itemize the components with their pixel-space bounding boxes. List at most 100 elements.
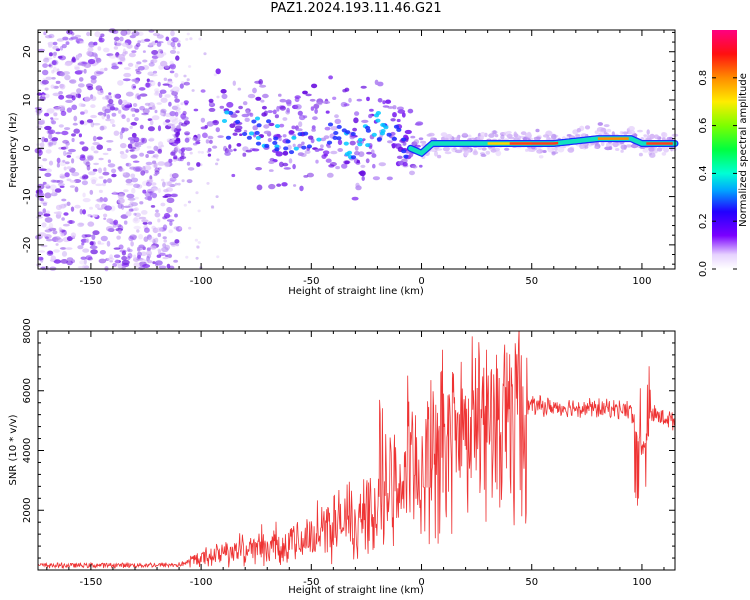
spectrogram-cell — [177, 110, 181, 114]
spectrogram-cell — [48, 142, 53, 147]
spectrogram-cell — [66, 257, 74, 262]
spectrogram-cell — [255, 141, 262, 146]
spectrogram-cell — [206, 182, 210, 185]
spectrogram-cell — [101, 113, 105, 120]
spectrogram-cell — [354, 145, 359, 151]
spectrogram-cell — [44, 183, 50, 187]
spectrogram-cell — [396, 118, 401, 123]
spectrogram-cell — [148, 179, 153, 184]
spectrogram-cell — [177, 182, 181, 186]
spectrogram-cell — [166, 219, 175, 222]
spectrogram-cell — [275, 151, 283, 157]
spectrogram-cell — [625, 144, 633, 148]
spectrogram-cell — [611, 131, 615, 137]
spectrogram-cell — [365, 128, 371, 133]
spectrogram-cell — [66, 236, 73, 242]
spectrogram-cell — [60, 72, 65, 77]
spectrogram-cell — [76, 88, 82, 94]
spectrogram-cell — [90, 78, 97, 84]
spectrogram-cell — [325, 158, 332, 163]
spectrogram-cell — [220, 89, 227, 94]
spectrogram-cell — [142, 165, 146, 172]
spectrogram-cell — [239, 133, 243, 136]
spectrogram-cell — [158, 92, 163, 99]
spectrogram-cell — [646, 129, 650, 135]
spectrogram-cell — [122, 78, 131, 82]
spectrogram-cell — [61, 198, 67, 202]
spectrogram-cell — [89, 241, 94, 246]
spectrogram-cell — [576, 128, 582, 133]
spectrogram-cell — [143, 236, 149, 242]
spectrogram-cell — [162, 181, 166, 188]
spectrogram-cell — [348, 97, 352, 103]
spectrogram-cell — [444, 151, 452, 155]
spectrogram-cell — [142, 50, 146, 53]
spectrogram-cell — [656, 147, 663, 152]
spectrogram-cell — [155, 90, 159, 95]
spectrogram-cell — [56, 179, 64, 184]
spectrogram-cell — [70, 206, 75, 212]
spectrogram-cell — [160, 97, 168, 103]
spectrogram-cell — [256, 123, 262, 128]
spectrogram-cell — [333, 131, 339, 135]
spectrogram-cell — [225, 135, 232, 140]
spectrogram-cell — [88, 171, 96, 176]
spectrogram-cell — [144, 227, 150, 233]
spectrogram-cell — [274, 114, 279, 119]
spectrogram-cell — [151, 55, 159, 59]
spectrogram-cell — [154, 170, 160, 175]
spectrogram-cell — [371, 132, 377, 137]
spectrogram-cell — [206, 121, 214, 127]
spectrogram-cell — [119, 57, 126, 61]
spectrogram-cell — [266, 119, 272, 124]
spectrogram-cell — [594, 130, 599, 135]
spectrogram-cell — [491, 130, 498, 135]
y-tick-label: -10 — [22, 188, 33, 204]
spectrogram-cell — [103, 217, 107, 220]
spectrogram-cell — [156, 254, 162, 258]
spectrogram-cell — [237, 87, 242, 91]
spectrogram-cell — [55, 80, 61, 84]
spectrogram-cell — [81, 146, 89, 152]
spectrogram-cell — [89, 189, 94, 195]
spectrogram-cell — [191, 89, 195, 92]
spectrogram-cell — [176, 125, 181, 130]
spectrogram-cell — [410, 135, 416, 139]
spectrogram-cell — [159, 252, 166, 256]
spectrogram-cell — [77, 222, 84, 228]
spectrogram-cell — [160, 202, 166, 207]
spectrogram-cell — [120, 143, 127, 149]
spectrogram-cell — [37, 256, 44, 261]
spectrogram-cell — [357, 142, 363, 147]
spectrogram-cell — [148, 62, 155, 67]
spectrogram-cell — [70, 92, 78, 96]
spectrogram-cell — [542, 150, 547, 153]
spectrogram-cell — [94, 203, 100, 209]
spectrogram-cell — [213, 73, 217, 77]
spectrogram-cell — [132, 85, 136, 89]
spectrogram-cell — [628, 126, 635, 131]
spectrogram-cell — [195, 256, 199, 260]
spectrogram-cell — [119, 133, 124, 140]
spectrogram-cell — [205, 139, 210, 144]
spectrogram-cell — [162, 243, 167, 248]
spectrogram-cell — [74, 66, 80, 71]
spectrogram-cell — [434, 146, 439, 150]
spectrogram-cell — [353, 117, 359, 124]
spectrogram-cell — [142, 59, 148, 63]
spectrogram-cell — [96, 71, 104, 75]
spectrogram-cell — [79, 156, 86, 161]
spectrogram-cell — [133, 207, 139, 212]
spectrogram-cell — [643, 134, 651, 139]
spectrogram-cell — [43, 213, 51, 217]
spectrogram-cell — [53, 51, 57, 56]
spectrogram-cell — [59, 46, 64, 51]
spectrogram-cell — [193, 108, 199, 112]
spectrogram-cell — [163, 212, 171, 219]
x-tick-label: 0 — [418, 276, 424, 287]
spectrogram-cell — [387, 140, 393, 144]
spectrogram-cell — [51, 77, 56, 80]
spectrogram-cell — [551, 151, 559, 155]
spectrogram-cell — [181, 116, 189, 121]
spectrogram-cell — [129, 166, 137, 170]
